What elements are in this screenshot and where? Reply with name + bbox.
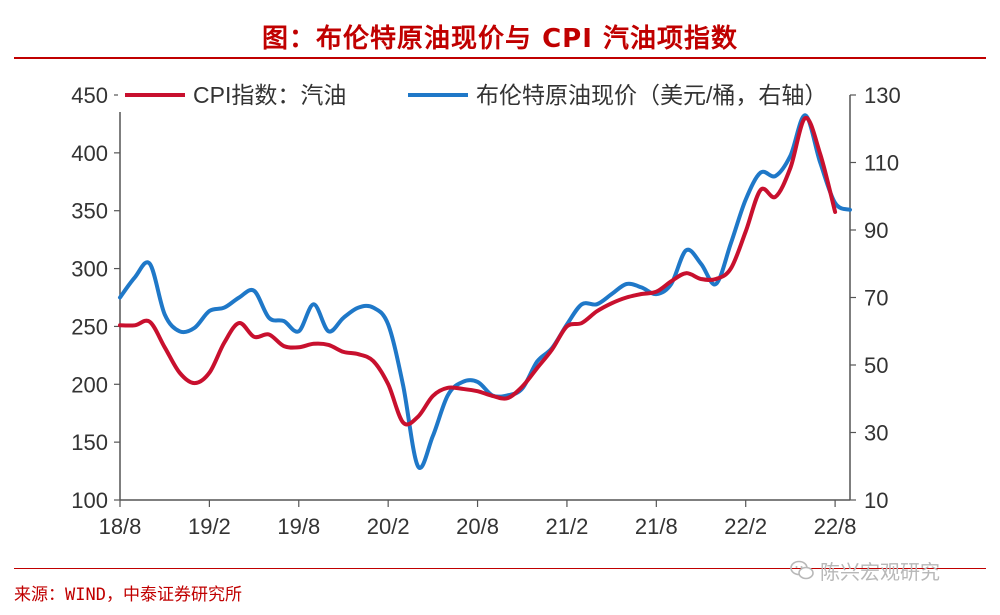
x-tick-label: 20/8 [456,514,499,539]
series-line-cpi [118,116,838,427]
x-tick-label: 19/2 [188,514,231,539]
y-left-tick-label: 150 [71,430,108,455]
series-layer [118,113,852,470]
y-right-tick-label: 70 [864,286,888,311]
legend-label-brent: 布伦特原油现价（美元/桶，右轴） [476,82,827,108]
y-left-tick-label: 200 [71,372,108,397]
chart-axes: 100 150 200 250 300 350 400 450 10 30 50 70 90 110 130… [71,83,900,539]
y-right-tick-label: 110 [864,151,899,176]
line-chart: 100 150 200 250 300 350 400 450 10 30 50 70 90 110 130… [71,78,901,539]
source-note: 来源：WIND，中泰证券研究所 [14,585,242,605]
wechat-icon [790,560,814,580]
x-tick-label: 20/2 [367,514,410,539]
page-title: 图：布伦特原油现价与 CPI 汽油项指数 [262,24,738,54]
y-left-tick-label: 100 [71,488,108,513]
x-tick-label: 22/8 [814,514,857,539]
x-tick-label: 18/8 [99,514,142,539]
title-divider [14,57,986,59]
footer-divider [14,568,986,569]
y-left-tick-label: 400 [71,141,108,166]
series-line-brent [118,113,852,470]
y-left-tick-label: 350 [71,199,108,224]
x-tick-label: 22/2 [724,514,767,539]
y-right-tick-label: 10 [864,488,888,513]
title-bar: 图：布伦特原油现价与 CPI 汽油项指数 [0,0,1000,62]
chart-legend: CPI指数：汽油 布伦特原油现价（美元/桶，右轴） [118,78,846,112]
y-left-tick-label: 250 [71,314,108,339]
legend-label-cpi: CPI指数：汽油 [193,82,346,108]
y-right-tick-label: 130 [864,83,901,108]
x-tick-label: 19/8 [277,514,320,539]
watermark-text: 陈兴宏观研究 [820,560,940,584]
legend-background [118,78,846,112]
y-right-tick-label: 90 [864,218,888,243]
y-left-tick-label: 300 [71,257,108,282]
y-left-tick-label: 450 [71,83,108,108]
y-right-tick-label: 50 [864,353,888,378]
y-right-tick-label: 30 [864,421,888,446]
x-tick-label: 21/2 [546,514,589,539]
x-tick-label: 21/8 [635,514,678,539]
